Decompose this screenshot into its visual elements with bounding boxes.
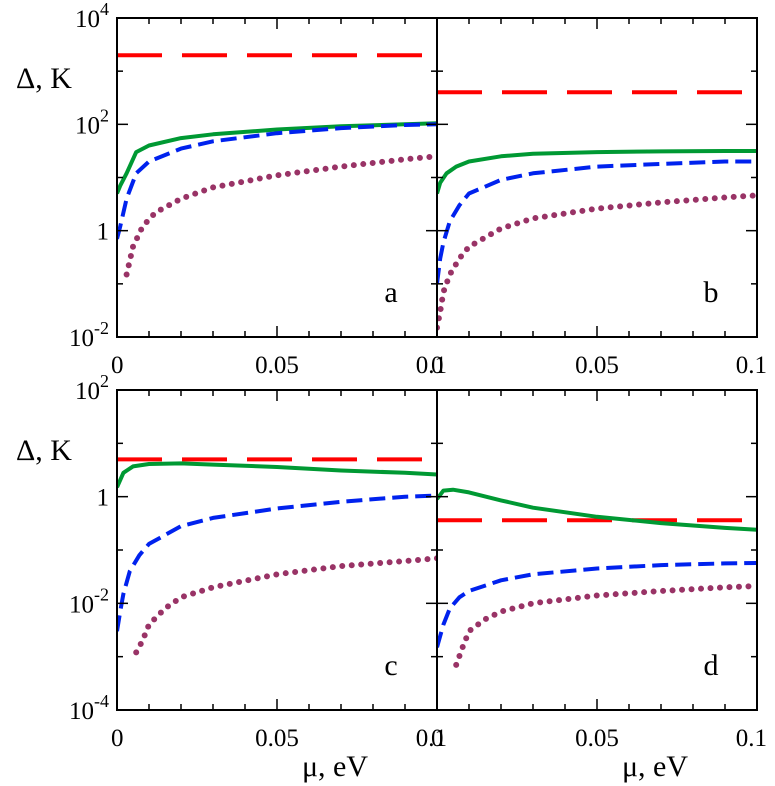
series-line-solid [117,461,437,489]
series-line-dotted [437,192,757,331]
x-tick-label: 0 [111,725,124,752]
y-tick-label: 10-2 [69,318,109,352]
y-tick-label: 102 [75,105,109,139]
x-tick-label: 0 [431,352,444,379]
series-line-solid [437,487,757,532]
panel-letter: a [384,276,397,309]
y-tick-label: 10-4 [69,691,109,725]
panel-letter: b [704,276,719,309]
series-line-dashed [437,159,757,285]
y-axis-label: Δ, K [16,434,72,467]
y-tick-label: 104 [75,0,109,33]
series-line-solid [437,149,757,195]
x-tick-label: 0.1 [736,725,767,752]
series-line-dotted [133,555,437,656]
plot-frame [436,17,758,338]
x-tick-label: 0.05 [575,352,619,379]
panel-letter: c [384,649,397,682]
series-group [437,90,757,331]
series-group [117,457,437,656]
x-tick-label: 0.05 [255,725,299,752]
series-group [117,53,437,278]
panel-d: 0 0.05 0.1 μ, eV d [431,389,767,783]
x-tick-label: 0.1 [736,352,767,379]
y-tick-label: 1 [97,485,110,512]
y-axis-label: Δ, K [16,62,72,95]
x-tick-label: 0.1 [416,725,447,752]
panel-b: 0 0.05 0.1 b [431,17,767,379]
x-tick-label: 0.05 [575,725,619,752]
x-tick-label: 0.1 [416,352,447,379]
series-line-dotted [453,583,757,668]
series-line-dashed [117,122,437,240]
x-tick-label: 0 [111,352,124,379]
panel-a: 0 0.05 0.1 104 102 1 10-2 Δ, K a [16,0,447,379]
x-axis-label: μ, eV [302,750,368,783]
x-axis-label: μ, eV [622,750,688,783]
series-line-dashed [437,561,757,648]
y-tick-label: 102 [75,371,109,405]
plot-frame [436,389,758,711]
panel-c: 0 0.05 0.1 102 1 10-2 10-4 Δ, K μ, eV c [16,371,447,783]
x-tick-label: 0.05 [255,352,299,379]
y-tick-label: 10-2 [69,584,109,618]
panel-letter: d [704,649,719,682]
y-tick-label: 1 [97,219,110,246]
x-tick-label: 0 [431,725,444,752]
series-line-dotted [123,153,437,278]
series-line-dashed [117,493,437,632]
series-group [437,487,757,668]
